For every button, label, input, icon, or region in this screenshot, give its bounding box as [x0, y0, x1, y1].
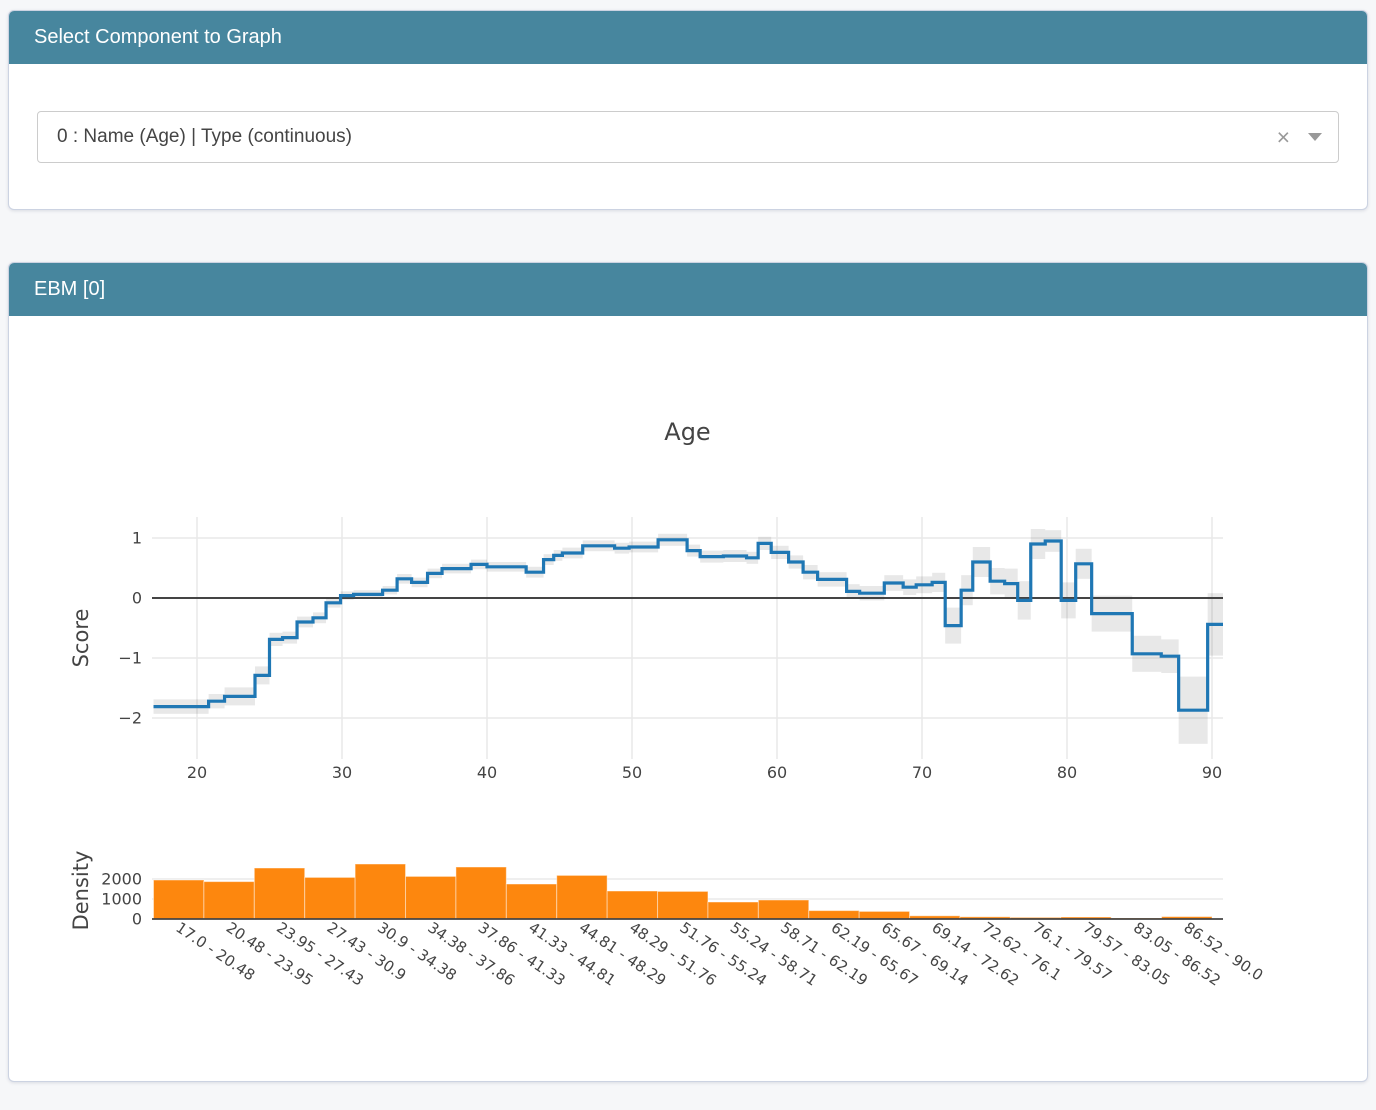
page: { "select_panel": { "title": "Select Com…	[0, 10, 1376, 1110]
select-panel-title: Select Component to Graph	[34, 26, 282, 48]
x-tick-label: 90	[1202, 763, 1222, 782]
density-bar	[153, 879, 205, 920]
density-y-tick-label: 0	[132, 910, 142, 929]
density-bar	[858, 910, 911, 920]
ebm-panel-header: EBM [0]	[9, 263, 1367, 316]
x-tick-label: 60	[767, 763, 787, 782]
density-bar	[606, 890, 659, 920]
x-tick-label: 40	[477, 763, 497, 782]
ebm-panel-body: 20 30 40 50 60 70 80 90 1 0 −1 −2 Age Score 0 1000 2000 1…	[9, 316, 1367, 1082]
density-bar	[405, 875, 457, 920]
ebm-panel: EBM [0] 20 30 40 50 60 70 80 90 1 0 −1 −2 Age Score 0 1…	[8, 262, 1368, 1082]
density-bar	[455, 866, 507, 920]
score-axis-title: Score	[69, 609, 93, 668]
x-tick-label: 20	[187, 763, 207, 782]
main-gridlines	[152, 517, 1223, 759]
density-bar	[707, 901, 759, 920]
chevron-down-icon[interactable]	[1308, 133, 1322, 141]
x-tick-label: 50	[622, 763, 642, 782]
score-step-line	[153, 538, 1223, 712]
density-bar	[253, 867, 306, 920]
density-bar	[757, 899, 810, 920]
density-y-tick-label: 2000	[101, 870, 142, 889]
dropdown-selected-value: 0 : Name (Age) | Type (continuous)	[57, 126, 353, 147]
density-bar	[203, 881, 255, 920]
chart-title: Age	[664, 418, 710, 446]
select-panel-body: 0 : Name (Age) | Type (continuous) ×	[9, 64, 1367, 209]
density-bar	[304, 876, 356, 920]
density-y-tick-label: 1000	[101, 890, 142, 909]
x-tick-label: 80	[1057, 763, 1077, 782]
error-band	[153, 529, 1223, 744]
select-panel-header: Select Component to Graph	[9, 11, 1367, 64]
y-tick-label: 1	[132, 529, 142, 548]
x-tick-label: 30	[332, 763, 352, 782]
ebm-feature-chart[interactable]: 20 30 40 50 60 70 80 9010−1−2AgeScore0100020001…	[9, 316, 1367, 1082]
density-bar	[505, 883, 558, 920]
density-bar	[556, 874, 608, 920]
density-bar	[354, 863, 407, 920]
y-tick-label: −1	[118, 649, 142, 668]
x-tick-label: 70	[912, 763, 932, 782]
density-bar	[808, 910, 860, 920]
y-tick-label: −2	[118, 709, 142, 728]
select-component-panel: Select Component to Graph 0 : Name (Age)…	[8, 10, 1368, 210]
clear-icon[interactable]: ×	[1276, 123, 1290, 150]
y-tick-label: 0	[132, 589, 142, 608]
density-axis-title: Density	[69, 851, 93, 931]
ebm-panel-title: EBM [0]	[34, 278, 106, 300]
density-bar	[657, 890, 709, 920]
component-dropdown[interactable]: 0 : Name (Age) | Type (continuous) ×	[37, 111, 1339, 163]
